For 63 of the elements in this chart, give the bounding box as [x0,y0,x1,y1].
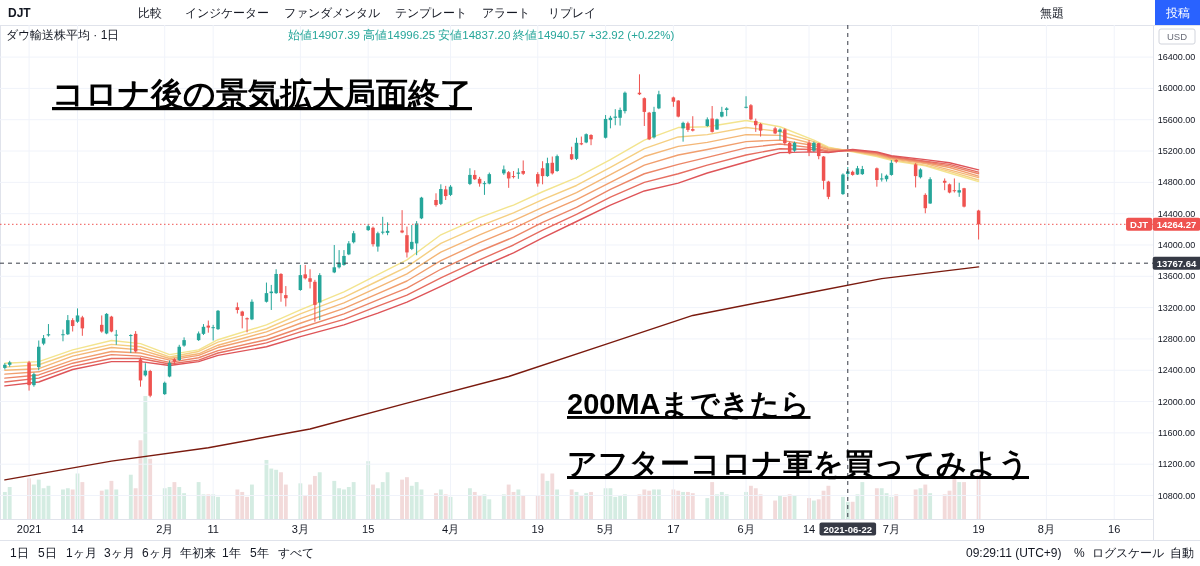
x-tick-label: 8月 [1037,523,1055,535]
ref-line-label: 2021-06-22 [823,523,873,535]
y-tick-label: 15600.00 [1157,114,1196,125]
x-tick-label: 2021 [16,523,42,535]
y-tick-label: 13600.00 [1157,271,1196,282]
y-tick-label: 13200.00 [1157,302,1196,313]
text: 6ヶ月 [142,546,173,560]
x-tick-label: 19 [531,523,544,535]
text: 5年 [250,546,269,560]
y-tick-label: 14400.00 [1157,208,1196,219]
x-tick-label: 7月 [882,523,900,535]
x-tick-label: 6月 [737,523,755,535]
y-tick-label: 12800.00 [1157,333,1196,344]
annotation: アフターコロナ軍を買ってみよう [567,447,1029,481]
text: USD [1166,31,1188,42]
text: すべて [278,546,314,560]
text: リプレイ [548,6,596,20]
text: 投稿 [1164,6,1190,20]
ref-line-label: 13767.64 [1156,257,1198,269]
text: 年初来 [180,546,216,560]
chart-title: ダウ輸送株平均 · 1日 [6,28,120,42]
text: アラート [482,6,530,20]
y-tick-label: 14800.00 [1157,177,1196,188]
y-tick-label: 16000.00 [1157,83,1196,94]
x-tick-label: 2月 [156,523,174,535]
text: DJT [8,6,32,20]
text: 比較 [138,6,162,20]
x-tick-label: 3月 [291,523,309,535]
text: 1日 [10,546,29,560]
text: 3ヶ月 [104,546,135,560]
text: 自動 [1170,546,1194,560]
y-tick-label: 12000.00 [1157,396,1196,407]
x-tick-label: 19 [972,523,985,535]
text: ファンダメンタル [284,6,380,20]
x-tick-label: 14 [802,523,816,535]
y-tick-label: 12400.00 [1157,365,1196,376]
annotation: DJT [1130,218,1149,230]
x-tick-label: 15 [362,523,375,535]
annotation: コロナ後の景気拡大局面終了 [52,76,472,112]
x-tick-label: 16 [1108,523,1121,535]
x-tick-label: 11 [207,523,219,535]
text: 1年 [222,546,241,560]
y-tick-label: 10800.00 [1157,490,1196,501]
text: ログスケール [1092,546,1164,560]
text: 1ヶ月 [66,546,97,560]
text: インジケーター [185,6,269,20]
chart-subtitle: 始値14907.39 高値14996.25 安値14837.20 終値14940.57 +32.92 (+0.22%) [288,28,675,41]
ref-line-label: 14264.27 [1156,218,1197,230]
x-tick-label: 5月 [597,523,615,535]
x-tick-label: 4月 [441,523,460,535]
y-tick-label: 15200.00 [1157,146,1196,157]
annotation: 200MAまできたら [567,388,811,420]
text: テンプレート [395,6,467,20]
text: % [1074,546,1085,560]
text: 09:29:11 (UTC+9) [966,546,1062,560]
x-tick-label: 14 [71,523,84,535]
y-tick-label: 16400.00 [1157,52,1196,63]
text: 無題 [1040,6,1064,20]
y-tick-label: 11200.00 [1158,459,1195,470]
y-tick-label: 11600.00 [1158,427,1195,438]
y-tick-label: 14000.00 [1157,239,1196,250]
x-tick-label: 17 [667,523,680,535]
text: 5日 [38,546,57,560]
